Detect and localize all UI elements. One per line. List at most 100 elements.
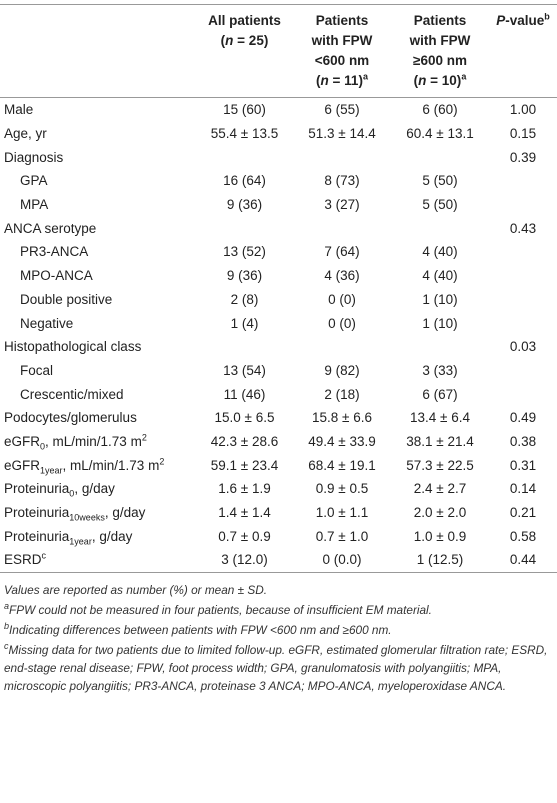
table-cell — [489, 359, 557, 383]
row-label: Diagnosis — [0, 145, 196, 169]
table-cell — [196, 216, 293, 240]
cell-value: 68.4 ± 19.1 — [308, 457, 376, 473]
label-text: ANCA serotype — [4, 220, 97, 236]
table-cell: 0.7 ± 0.9 — [196, 524, 293, 548]
header-text: ( — [316, 73, 321, 88]
header-text: = 10) — [426, 73, 462, 88]
table-row: Histopathological class 0.03 — [0, 335, 557, 359]
header-text: n — [320, 73, 329, 88]
label-text: PR3-ANCA — [20, 244, 89, 260]
table-cell — [196, 335, 293, 359]
cell-value: 3 (27) — [324, 197, 360, 213]
table-cell: 6 (55) — [293, 98, 391, 122]
header-text: Patients — [315, 13, 369, 28]
cell-value: 0.31 — [509, 457, 537, 473]
table-cell: 9 (82) — [293, 359, 391, 383]
table-header: All patients (n = 25) Patients with FPW <60… — [0, 4, 557, 98]
table-cell: 6 (60) — [391, 98, 489, 122]
table-cell — [293, 145, 391, 169]
cell-value: 1.6 ± 1.9 — [218, 481, 271, 497]
table-row: Age, yr 55.4 ± 13.5 51.3 ± 14.4 60.4 ± 13.1… — [0, 122, 557, 146]
footnote-marker: a — [362, 71, 368, 82]
row-label: Proteinuria10weeks, g/day — [0, 501, 196, 525]
table-cell — [391, 335, 489, 359]
cell-value: 9 (36) — [226, 197, 263, 213]
cell-value: 2 (18) — [324, 386, 360, 402]
table-row: Crescentic/mixed 11 (46) 2 (18) 6 (67) — [0, 382, 557, 406]
page: All patients (n = 25) Patients with FPW <60… — [0, 4, 557, 803]
footnote-marker: c — [4, 640, 9, 651]
row-label: PR3-ANCA — [0, 240, 196, 264]
cell-value: 49.4 ± 33.9 — [308, 433, 376, 449]
cell-value: 6 (60) — [422, 102, 458, 118]
cell-value: 0.58 — [509, 528, 537, 544]
table-cell: 0.9 ± 0.5 — [293, 477, 391, 501]
label-text: Proteinuria — [4, 505, 70, 521]
cell-value: 38.1 ± 21.4 — [406, 433, 474, 449]
cell-value: 4 (36) — [324, 268, 360, 284]
label-text: Proteinuria — [4, 528, 70, 544]
label-text: Negative — [20, 315, 74, 331]
cell-value: 5 (50) — [422, 173, 458, 189]
cell-value: 2.4 ± 2.7 — [413, 481, 467, 497]
table-row: Focal 13 (54) 9 (82) 3 (33) — [0, 359, 557, 383]
table-cell: 59.1 ± 23.4 — [196, 453, 293, 477]
table-cell — [489, 240, 557, 264]
table-cell: 3 (12.0) — [196, 548, 293, 573]
table-cell — [489, 193, 557, 217]
table-cell: 0.14 — [489, 477, 557, 501]
label-text: Age, yr — [4, 126, 47, 142]
header-text: Patients — [413, 13, 467, 28]
cell-value: 55.4 ± 13.5 — [210, 126, 279, 142]
label-sub: 0 — [69, 489, 75, 500]
label-text: Crescentic/mixed — [20, 386, 124, 402]
table-cell: 2.0 ± 2.0 — [391, 501, 489, 525]
table-cell: 2 (18) — [293, 382, 391, 406]
table-cell: 1 (4) — [196, 311, 293, 335]
header-text: ( — [220, 33, 226, 48]
table-row: GPA 16 (64) 8 (73) 5 (50) — [0, 169, 557, 193]
label-text: ESRD — [4, 552, 42, 568]
label-text: eGFR — [4, 457, 41, 473]
table-row: MPA 9 (36) 3 (27) 5 (50) — [0, 193, 557, 217]
table-cell: 68.4 ± 19.1 — [293, 453, 391, 477]
table-cell: 4 (40) — [391, 264, 489, 288]
footnote-text: Values are reported as number (%) or mea… — [4, 582, 268, 597]
footnote: aFPW could not be measured in four patie… — [4, 601, 553, 619]
cell-value: 0.14 — [509, 481, 537, 497]
table-cell: 5 (50) — [391, 169, 489, 193]
header-text: All patients — [208, 13, 281, 28]
footnote-marker: b — [544, 11, 550, 22]
cell-value: 3 (33) — [422, 362, 458, 378]
footnote-text: Missing data for two patients due to lim… — [4, 642, 548, 693]
table-cell: 1.6 ± 1.9 — [196, 477, 293, 501]
header-text: ( — [413, 73, 419, 88]
row-label: Podocytes/glomerulus — [0, 406, 196, 430]
label-sub: 1year — [69, 536, 92, 547]
table-cell: 0.49 — [489, 406, 557, 430]
table-cell — [489, 264, 557, 288]
table-row: Diagnosis 0.39 — [0, 145, 557, 169]
label-text: MPO-ANCA — [20, 268, 93, 284]
cell-value: 13.4 ± 6.4 — [410, 410, 470, 426]
table-cell: 15.0 ± 6.5 — [196, 406, 293, 430]
row-label: Male — [0, 98, 196, 122]
table-cell: 1 (12.5) — [391, 548, 489, 573]
table-cell: 51.3 ± 14.4 — [293, 122, 391, 146]
row-label: GPA — [0, 169, 196, 193]
cell-value: 1 (10) — [422, 291, 458, 307]
header-cell: Patients with FPW ≥600 nm (n = 10)a — [391, 4, 489, 98]
cell-value: 13 (52) — [223, 244, 266, 260]
label-text: Histopathological class — [4, 339, 142, 355]
footnote: cMissing data for two patients due to li… — [4, 641, 553, 695]
table-cell: 13 (52) — [196, 240, 293, 264]
cell-value: 5 (50) — [422, 197, 458, 213]
label-sup: c — [41, 550, 47, 561]
table-cell — [489, 311, 557, 335]
table-cell: 2 (8) — [196, 288, 293, 312]
table-cell: 57.3 ± 22.5 — [391, 453, 489, 477]
label-sub: 10weeks — [69, 512, 105, 523]
table-cell: 0.15 — [489, 122, 557, 146]
row-label: Proteinuria0, g/day — [0, 477, 196, 501]
footnote-text: FPW could not be measured in four patien… — [9, 602, 432, 617]
